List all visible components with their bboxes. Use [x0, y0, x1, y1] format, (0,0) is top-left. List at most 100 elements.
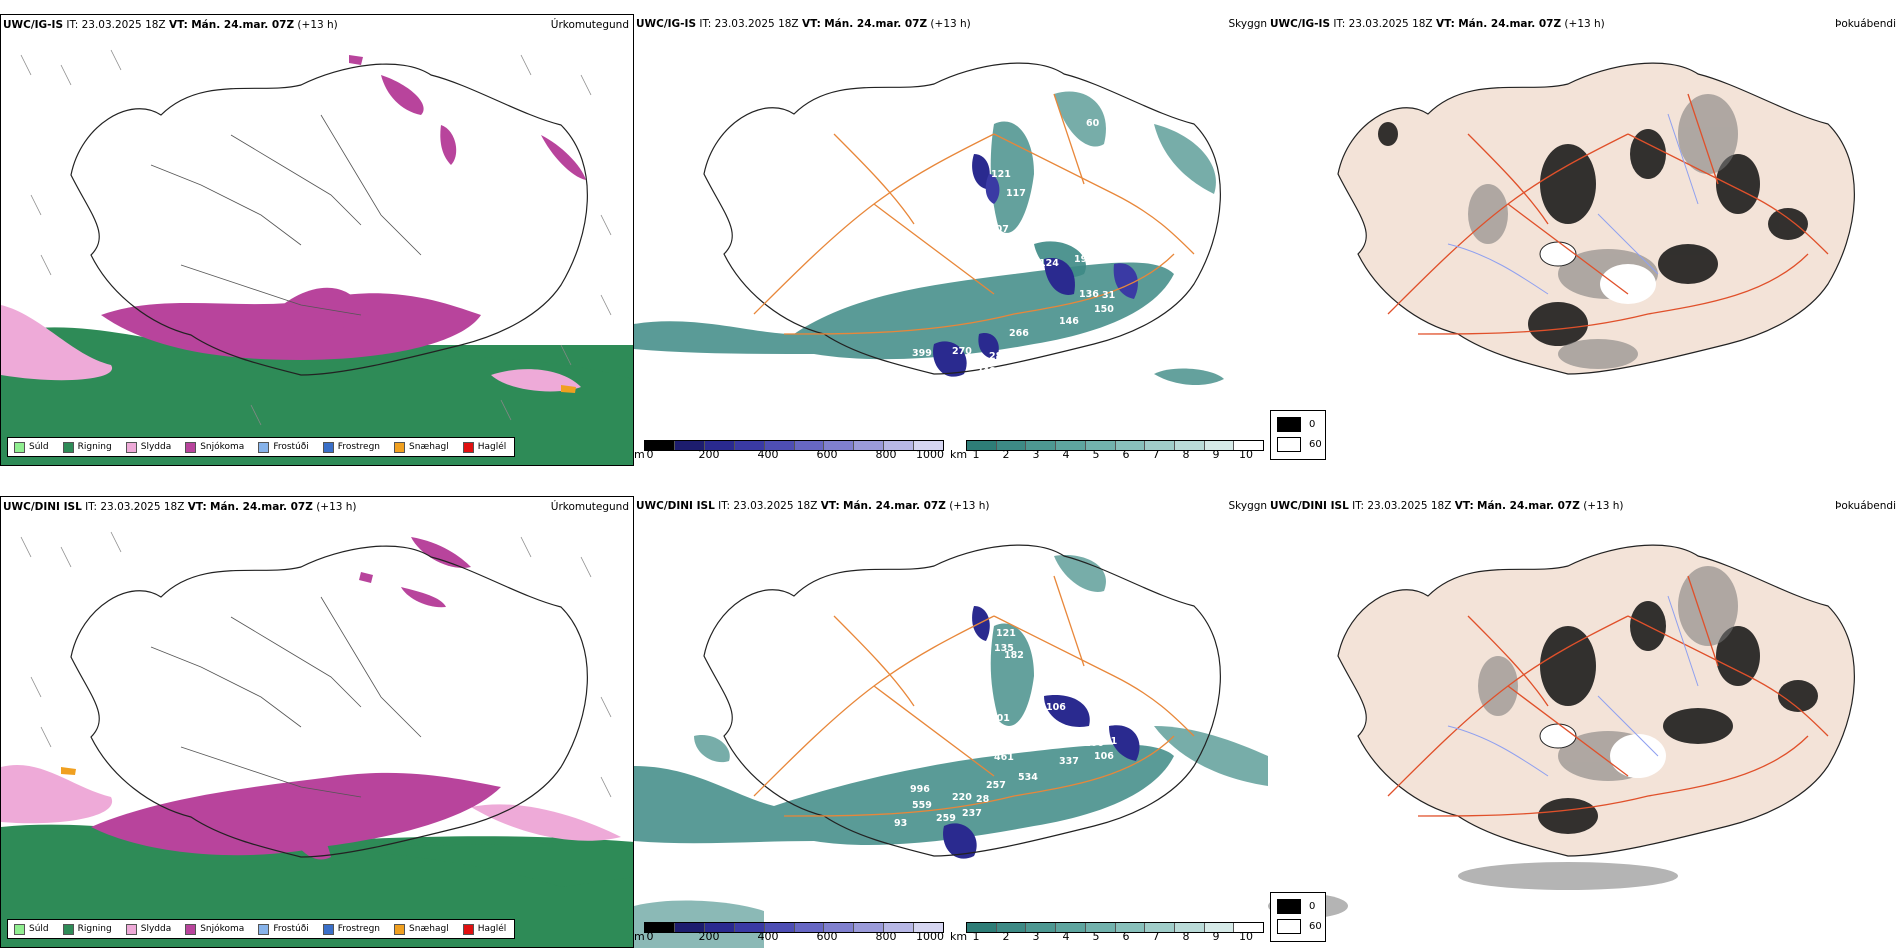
- legend-swatch: [14, 441, 25, 453]
- legend-item: Snæhagl: [394, 923, 449, 935]
- panel-header: UWC/DINI ISL IT: 23.03.2025 18Z VT: Mán.…: [636, 500, 990, 512]
- ceiling-label: 248: [976, 366, 996, 377]
- panel-type-title: Þokuábendi: [1835, 500, 1896, 512]
- ceiling-label: 270: [952, 346, 972, 357]
- fog-legend-item: 60: [1277, 437, 1322, 452]
- ceiling-label: 121: [991, 169, 1011, 180]
- visibility-map: 127 121 117 407 48 124 199 136 31 150 14…: [634, 62, 1224, 393]
- fog-legend-item: 0: [1277, 417, 1315, 432]
- visibility-map: 135 121 182 401 106 106 81 106 337 461 5…: [634, 544, 1268, 948]
- visibility-colorbar: km 1 2 3 4 5 6 7 8 9 10: [950, 440, 1268, 462]
- legend-swatch: [125, 441, 137, 453]
- ceiling-colorbar: m 0 200 400 600 800 1000: [634, 922, 946, 944]
- fog-legend: 0 60: [1270, 892, 1326, 942]
- fog-legend-item: 60: [1277, 919, 1322, 934]
- ceiling-label: 127: [922, 176, 942, 187]
- ceiling-label: 121: [996, 628, 1016, 639]
- panel-header: UWC/IG-IS IT: 23.03.2025 18Z VT: Mán. 24…: [1270, 18, 1605, 30]
- visibility-tick: 10: [1239, 448, 1253, 461]
- legend-swatch: [322, 441, 334, 453]
- ceiling-label: 287: [989, 351, 1009, 362]
- ceiling-label: 259: [936, 813, 956, 824]
- ceiling-label: 93: [894, 818, 907, 829]
- ceiling-tick: 1000: [916, 448, 944, 461]
- visibility-tick: 1: [972, 930, 980, 943]
- ceiling-label: 182: [1004, 650, 1024, 661]
- ceiling-label: 220: [952, 792, 972, 803]
- panel-type-title: Þokuábendi: [1835, 18, 1896, 30]
- precip-type-legend: Súld Rigning Slydda Snjókoma Frostúði Fr…: [7, 919, 516, 939]
- panel-type-title: Skyggni: [1228, 18, 1269, 30]
- ceiling-colorbar: m 0 200 400 600 800 1000: [634, 440, 946, 462]
- visibility-tick: 6: [1122, 448, 1130, 461]
- fog-index-panel-row2: UWC/DINI ISL IT: 23.03.2025 18Z VT: Mán.…: [1268, 496, 1900, 948]
- fog-legend-swatch: [1277, 919, 1301, 934]
- fog-legend-item: 0: [1277, 899, 1315, 914]
- ceiling-label: 407: [989, 224, 1009, 235]
- legend-swatch: [185, 923, 197, 935]
- visibility-tick: 8: [1182, 930, 1190, 943]
- ceiling-label: 401: [990, 713, 1010, 724]
- panel-header: UWC/DINI ISL IT: 23.03.2025 18Z VT: Mán.…: [1270, 500, 1624, 512]
- panel-header: UWC/IG-IS IT: 23.03.2025 18Z VT: Mán. 24…: [3, 19, 338, 31]
- ceiling-tick: 600: [816, 930, 838, 943]
- legend-item: Slydda: [125, 441, 171, 453]
- legend-swatch: [322, 923, 334, 935]
- precip-type-legend: Súld Rigning Slydda Snjókoma Frostúði Fr…: [7, 437, 516, 457]
- ceiling-label: 399: [912, 348, 932, 359]
- ceiling-label: 147: [906, 382, 926, 393]
- legend-swatch: [125, 923, 137, 935]
- ceiling-tick: 800: [875, 448, 897, 461]
- ceiling-label: 28: [976, 794, 990, 805]
- ceiling-label: 81: [1104, 736, 1117, 747]
- ceiling-label: 48: [1029, 228, 1043, 239]
- ceiling-colorbar-strip: [644, 440, 944, 451]
- visibility-tick: 10: [1239, 930, 1253, 943]
- ceiling-label: 266: [1009, 328, 1029, 339]
- legend-item: Haglél: [462, 923, 506, 935]
- ceiling-label: 106: [1094, 751, 1114, 762]
- panel-header: UWC/DINI ISL IT: 23.03.2025 18Z VT: Mán.…: [3, 501, 357, 513]
- visibility-unit: km: [950, 448, 968, 461]
- visibility-panel-row1: UWC/IG-IS IT: 23.03.2025 18Z VT: Mán. 24…: [634, 14, 1268, 466]
- ceiling-label: 117: [1006, 188, 1026, 199]
- precip-type-map: [1, 531, 633, 947]
- legend-item: Haglél: [462, 441, 506, 453]
- legend-swatch: [462, 923, 474, 935]
- legend-swatch: [258, 441, 270, 453]
- ceiling-tick: 0: [646, 448, 654, 461]
- panel-header: UWC/IG-IS IT: 23.03.2025 18Z VT: Mán. 24…: [636, 18, 971, 30]
- ceiling-tick: 400: [757, 930, 779, 943]
- ceiling-label: 124: [1039, 258, 1059, 269]
- ceiling-tick: 600: [816, 448, 838, 461]
- legend-swatch: [185, 441, 197, 453]
- visibility-tick: 7: [1152, 448, 1160, 461]
- legend-item: Súld: [14, 923, 49, 935]
- precip-type-panel-row2: UWC/DINI ISL IT: 23.03.2025 18Z VT: Mán.…: [0, 496, 634, 948]
- legend-item: Rigning: [62, 923, 112, 935]
- legend-swatch: [394, 441, 406, 453]
- legend-swatch: [462, 441, 474, 453]
- ceiling-label: 150: [1094, 304, 1114, 315]
- legend-item: Slydda: [125, 923, 171, 935]
- ceiling-label: 106: [1046, 702, 1066, 713]
- fog-index-map: [1337, 62, 1855, 375]
- visibility-tick: 5: [1092, 930, 1100, 943]
- fog-legend-swatch: [1277, 417, 1301, 432]
- legend-item: Frostúði: [258, 923, 309, 935]
- visibility-tick: 9: [1212, 930, 1220, 943]
- legend-swatch: [62, 441, 74, 453]
- ceiling-unit: m: [634, 448, 645, 461]
- precip-type-panel-row1: UWC/IG-IS IT: 23.03.2025 18Z VT: Mán. 24…: [0, 14, 634, 466]
- ceiling-label: 135: [994, 643, 1014, 654]
- ceiling-tick: 1000: [916, 930, 944, 943]
- legend-item: Frostregn: [322, 441, 380, 453]
- legend-swatch: [62, 923, 74, 935]
- ceiling-label: 534: [1018, 772, 1038, 783]
- legend-swatch: [394, 923, 406, 935]
- ceiling-label: 461: [994, 752, 1014, 763]
- ceiling-label: 996: [910, 784, 930, 795]
- ceiling-label: 60: [1086, 118, 1100, 129]
- legend-item: Snjókoma: [185, 923, 244, 935]
- visibility-tick: 2: [1002, 930, 1010, 943]
